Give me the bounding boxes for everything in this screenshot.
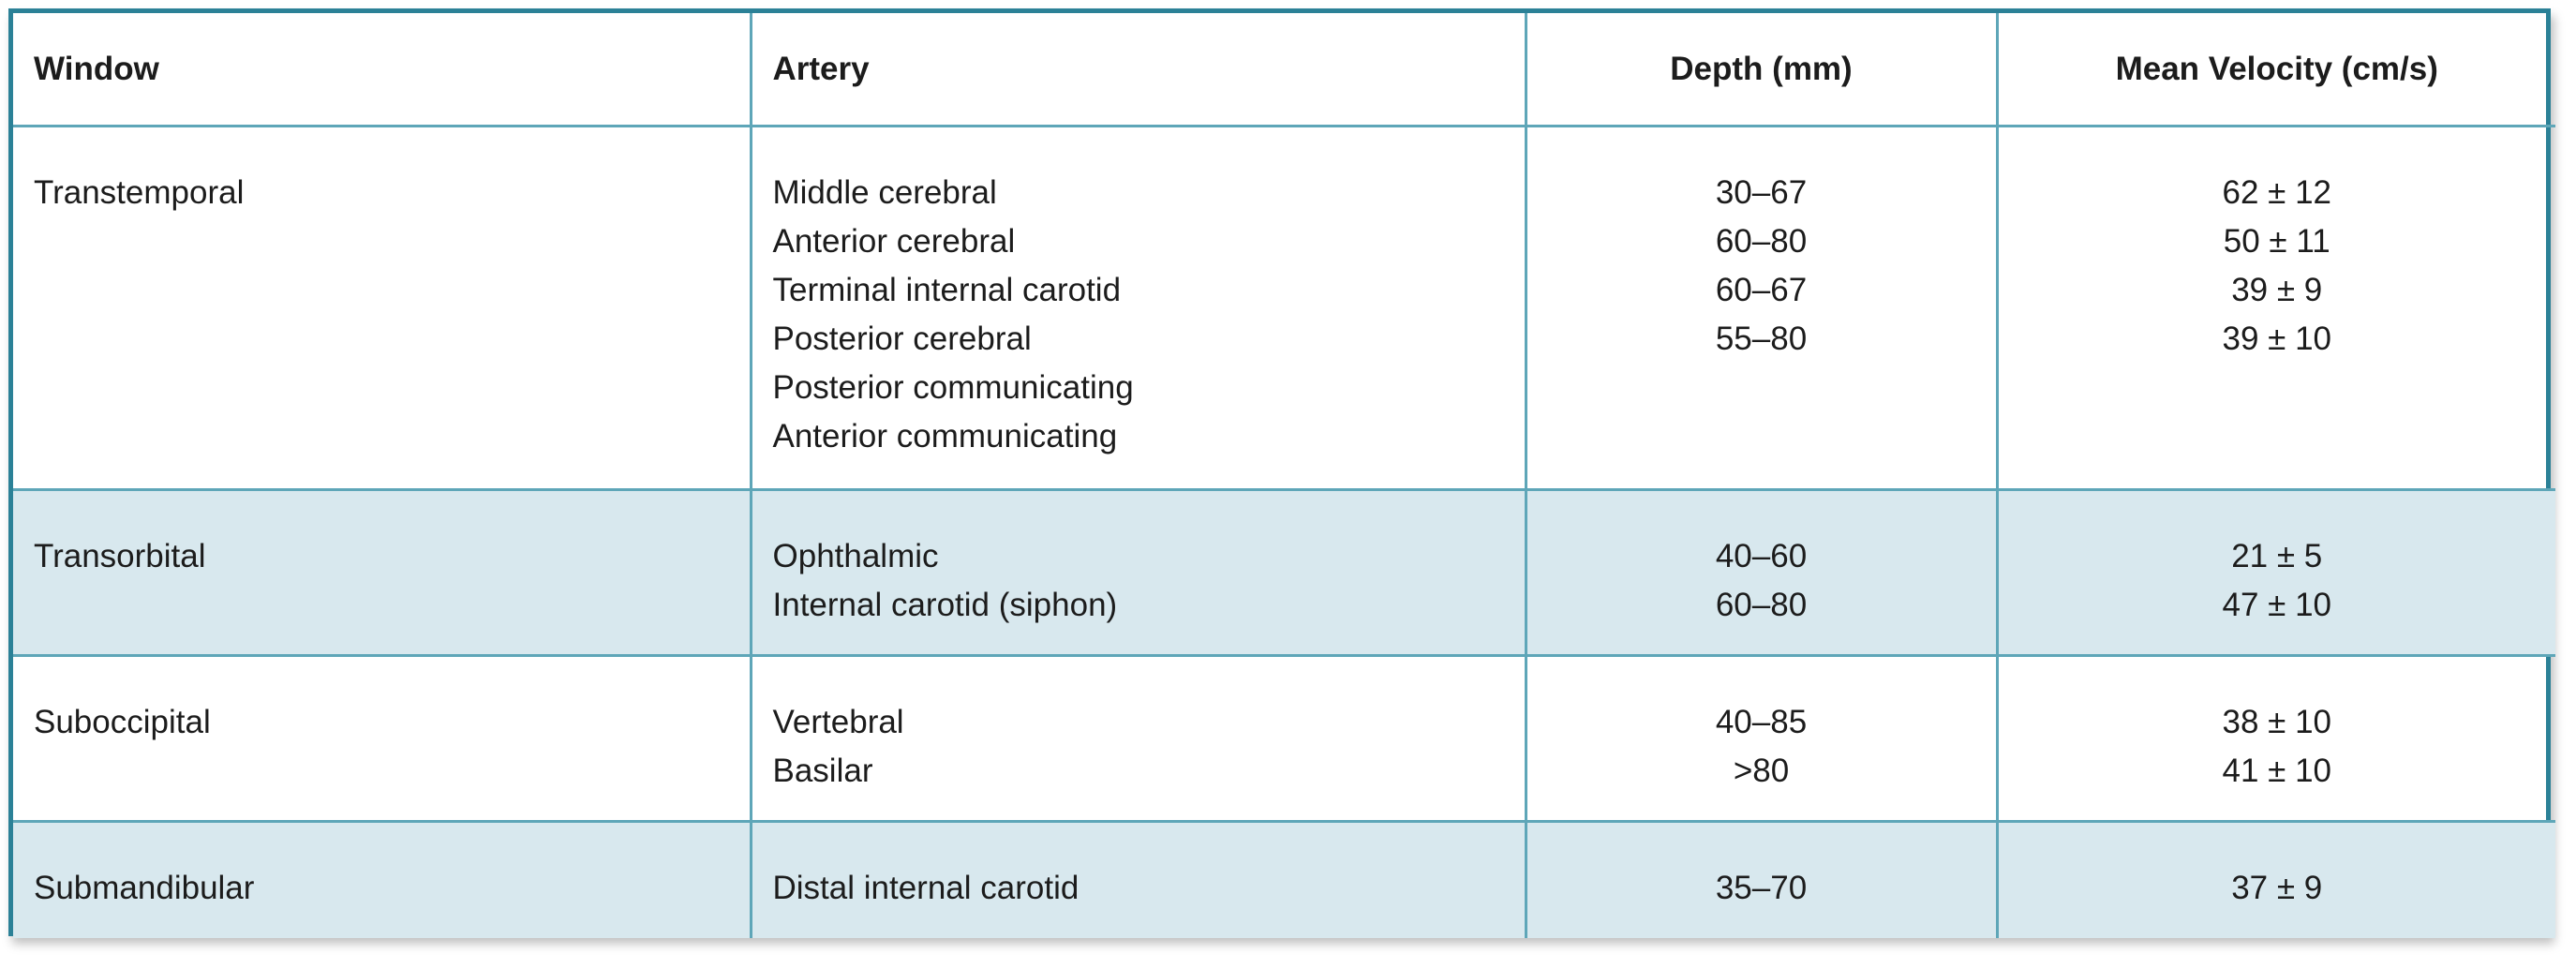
- cell-line: 40–85: [1715, 704, 1808, 740]
- cell-line: Vertebral: [772, 704, 904, 740]
- cell-line: 38 ± 10: [2222, 704, 2332, 740]
- cell-line: Internal carotid (siphon): [772, 587, 1118, 623]
- velocity-cell: 37 ± 9: [1995, 820, 2555, 938]
- cell-line: Posterior communicating: [772, 369, 1134, 406]
- cell-line: Terminal internal carotid: [772, 272, 1122, 308]
- cell-line: Anterior cerebral: [772, 223, 1016, 260]
- artery-cell: Middle cerebral Anterior cerebral Terminal…: [749, 125, 1527, 491]
- velocity-cell: 62 ± 12 50 ± 11 39 ± 9 39 ± 10: [1995, 125, 2555, 491]
- window-cell: Transorbital: [13, 488, 752, 657]
- depth-cell: 35–70: [1524, 820, 1999, 938]
- table-body: Transtemporal Middle cerebral Anterior cer…: [13, 125, 2555, 938]
- cell-line: 39 ± 10: [2222, 321, 2332, 357]
- cell-line: 60–80: [1715, 223, 1808, 260]
- cell-line: 35–70: [1715, 870, 1808, 906]
- cell-line: 62 ± 12: [2222, 174, 2332, 211]
- header-cell: Window: [13, 13, 752, 127]
- cell-line: Ophthalmic: [772, 538, 939, 574]
- artery-cell: Vertebral Basilar: [749, 654, 1527, 823]
- artery-cell: Distal internal carotid: [749, 820, 1527, 938]
- header-cell: Artery: [749, 13, 1527, 127]
- cell-line: Anterior communicating: [772, 418, 1118, 455]
- table-row: Suboccipital Vertebral Basilar 40–85 >80 38 ±…: [13, 654, 2555, 823]
- cell-line: 37 ± 9: [2231, 870, 2323, 906]
- depth-cell: 40–85 >80: [1524, 654, 1999, 823]
- cell-line: 60–67: [1715, 272, 1808, 308]
- depth-cell: 40–60 60–80: [1524, 488, 1999, 657]
- header-cell: Mean Velocity (cm/s): [1995, 13, 2555, 127]
- window-cell: Transtemporal: [13, 125, 752, 491]
- header-cell: Depth (mm): [1524, 13, 1999, 127]
- cell-line: 41 ± 10: [2222, 753, 2332, 789]
- cell-line: Posterior cerebral: [772, 321, 1032, 357]
- velocity-cell: 38 ± 10 41 ± 10: [1995, 654, 2555, 823]
- cell-line: Basilar: [772, 753, 873, 789]
- table: Window Artery Depth (mm) Mean Velocity (…: [13, 13, 2555, 938]
- cell-line: Middle cerebral: [772, 174, 997, 211]
- cell-line: 40–60: [1715, 538, 1808, 574]
- table-frame: Window Artery Depth (mm) Mean Velocity (…: [8, 8, 2555, 938]
- cell-line: >80: [1733, 753, 1790, 789]
- cell-line: 55–80: [1715, 321, 1808, 357]
- cell-line: 47 ± 10: [2222, 587, 2332, 623]
- table-row: Transtemporal Middle cerebral Anterior cer…: [13, 125, 2555, 491]
- velocity-cell: 21 ± 5 47 ± 10: [1995, 488, 2555, 657]
- window-cell: Submandibular: [13, 820, 752, 938]
- cell-line: 60–80: [1715, 587, 1808, 623]
- table-row: Transorbital Ophthalmic Internal carotid (…: [13, 488, 2555, 657]
- depth-cell: 30–67 60–80 60–67 55–80: [1524, 125, 1999, 491]
- cell-line: 50 ± 11: [2223, 223, 2330, 260]
- header-row: Window Artery Depth (mm) Mean Velocity (…: [13, 13, 2555, 127]
- artery-cell: Ophthalmic Internal carotid (siphon): [749, 488, 1527, 657]
- cell-line: 21 ± 5: [2231, 538, 2323, 574]
- cell-line: 39 ± 9: [2231, 272, 2323, 308]
- table-row: Submandibular Distal internal carotid 35–7…: [13, 820, 2555, 938]
- window-cell: Suboccipital: [13, 654, 752, 823]
- cell-line: Distal internal carotid: [772, 870, 1080, 906]
- cell-line: 30–67: [1715, 174, 1808, 211]
